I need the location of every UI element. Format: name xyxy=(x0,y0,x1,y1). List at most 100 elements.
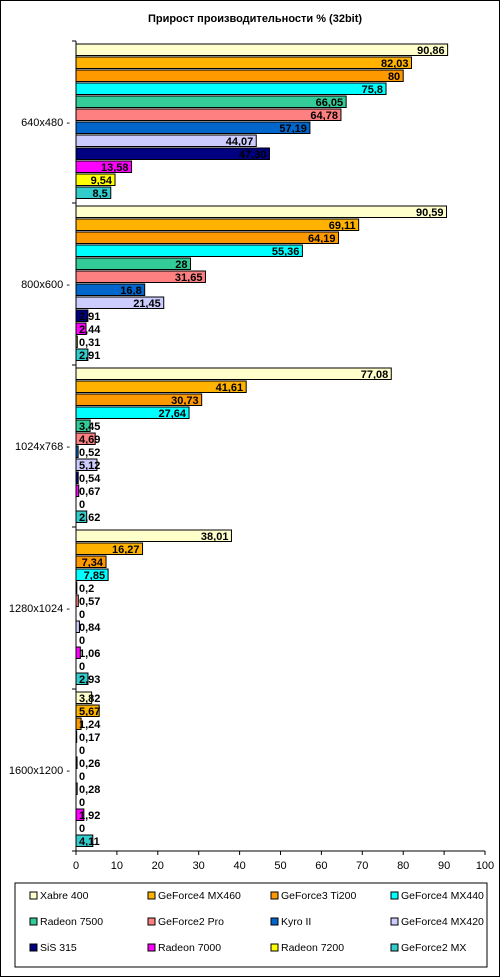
value-tick-label: 40 xyxy=(233,860,245,872)
value-tick-label: 100 xyxy=(476,860,494,872)
data-label: 2,62 xyxy=(79,512,100,524)
data-label: 31,65 xyxy=(175,272,203,284)
bar xyxy=(75,134,257,147)
bar xyxy=(75,458,98,471)
value-tick-label: 90 xyxy=(438,860,450,872)
bar xyxy=(75,672,89,685)
data-label: 0 xyxy=(79,745,85,757)
value-tick-label: 50 xyxy=(274,860,286,872)
bar xyxy=(75,594,79,607)
legend-swatch xyxy=(147,943,156,952)
data-label: 7,34 xyxy=(82,557,104,569)
bar xyxy=(75,257,192,270)
bar xyxy=(75,432,96,445)
data-label: 0 xyxy=(79,499,85,511)
data-label: 5,67 xyxy=(79,706,100,718)
bar xyxy=(75,419,91,432)
value-tick-label: 0 xyxy=(73,860,79,872)
bar xyxy=(75,218,360,231)
bar xyxy=(75,173,116,186)
legend-label: GeForce2 MX xyxy=(401,942,466,954)
bar xyxy=(75,691,93,704)
data-label: 0 xyxy=(79,635,85,647)
bar xyxy=(75,95,347,108)
bar xyxy=(75,270,206,283)
bar xyxy=(75,620,80,633)
data-label: 2,91 xyxy=(79,311,100,323)
bar xyxy=(75,231,340,244)
bar xyxy=(75,296,165,309)
bar xyxy=(75,406,190,419)
data-label: 8,5 xyxy=(92,188,107,200)
legend-swatch xyxy=(390,943,399,952)
legend-swatch xyxy=(29,943,38,952)
bar xyxy=(75,121,311,134)
data-label: 2,44 xyxy=(79,324,101,336)
data-label: 47,30 xyxy=(239,149,267,161)
data-label: 64,19 xyxy=(308,233,336,245)
value-tick-label: 80 xyxy=(397,860,409,872)
chart-title: Прирост производительности % (32bit) xyxy=(148,13,362,25)
value-axis: 0 10 20 30 40 50 60 70 80 90 100 xyxy=(73,850,494,872)
legend-swatch xyxy=(29,917,38,926)
legend-swatch xyxy=(270,891,279,900)
data-label: 0,57 xyxy=(79,596,100,608)
bar xyxy=(75,646,81,659)
legend-box xyxy=(14,882,488,968)
data-label: 0,2 xyxy=(79,583,94,595)
legend-label: GeForce2 Pro xyxy=(158,916,224,928)
legend-label: GeForce4 MX440 xyxy=(401,890,484,902)
legend-label: Radeon 7000 xyxy=(158,942,221,954)
bar xyxy=(75,834,94,847)
category-label: 1280x1024 - xyxy=(9,603,70,615)
data-label: 28 xyxy=(175,259,187,271)
bar xyxy=(75,367,392,380)
data-label: 90,86 xyxy=(417,45,445,57)
bar xyxy=(75,808,85,821)
data-label: 77,08 xyxy=(361,369,389,381)
data-label: 0,17 xyxy=(79,732,100,744)
data-label: 13,58 xyxy=(101,162,129,174)
data-label: 0 xyxy=(79,771,85,783)
data-label: 1,06 xyxy=(79,648,100,660)
data-label: 82,03 xyxy=(381,58,409,70)
value-tick-label: 70 xyxy=(356,860,368,872)
data-label: 0,67 xyxy=(79,486,100,498)
data-label: 0 xyxy=(79,823,85,835)
bar xyxy=(75,542,144,555)
data-label: 44,07 xyxy=(226,136,254,148)
bar xyxy=(75,445,79,458)
data-label: 0 xyxy=(79,609,85,621)
legend-swatch xyxy=(29,891,38,900)
legend-swatch xyxy=(147,917,156,926)
legend-swatch xyxy=(270,943,279,952)
category-axis: 640x480 - 800x600 - 1024x768 - 1280x1024 - 1… xyxy=(9,40,77,852)
bar xyxy=(75,43,449,56)
data-label: 2,93 xyxy=(79,674,100,686)
data-label: 0,52 xyxy=(79,447,100,459)
data-label: 66,05 xyxy=(316,97,344,109)
legend-swatch xyxy=(390,917,399,926)
legend-label: Radeon 7200 xyxy=(281,942,344,954)
bar xyxy=(75,322,87,335)
bar-series-group xyxy=(75,43,449,847)
data-label: 4,69 xyxy=(79,434,100,446)
value-tick-label: 10 xyxy=(111,860,123,872)
data-label: 1,24 xyxy=(79,719,101,731)
bar xyxy=(75,147,270,160)
legend-label: Kyro II xyxy=(281,916,311,928)
bar xyxy=(75,510,88,523)
category-label: 800x600 - xyxy=(21,279,70,291)
data-label: 0,26 xyxy=(79,758,100,770)
bar xyxy=(75,717,82,730)
data-label: 21,45 xyxy=(133,298,161,310)
bar xyxy=(75,581,78,594)
bar xyxy=(75,471,79,484)
bar xyxy=(75,730,78,743)
data-label: 7,85 xyxy=(84,570,105,582)
data-label: 41,61 xyxy=(216,382,244,394)
legend-label: SiS 315 xyxy=(40,942,77,954)
legend-swatch xyxy=(147,891,156,900)
